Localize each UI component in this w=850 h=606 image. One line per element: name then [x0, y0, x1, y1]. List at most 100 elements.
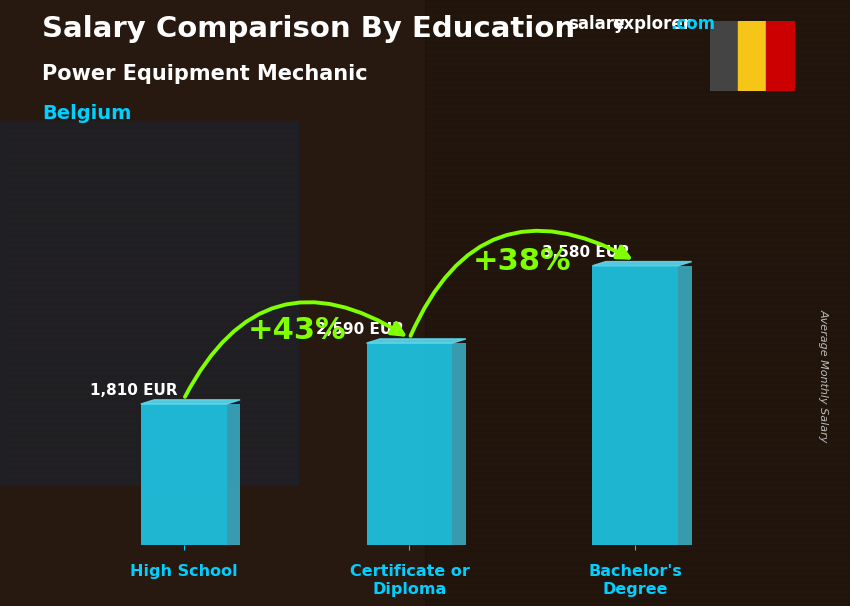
Bar [0, 309, 850, 315]
Text: +43%: +43% [247, 316, 346, 345]
Bar [0, 479, 850, 485]
Bar [0, 364, 850, 370]
Bar [0, 218, 850, 224]
Bar [0, 121, 850, 127]
Bar [0, 73, 850, 79]
Bar [0, 588, 850, 594]
Bar [0, 509, 850, 515]
Bar [452, 343, 466, 545]
Bar [0, 200, 850, 206]
Bar [0, 345, 850, 351]
Polygon shape [141, 400, 240, 404]
Bar [0, 388, 850, 394]
Bar [0, 564, 850, 570]
Bar [0, 315, 850, 321]
Bar [0, 248, 850, 255]
Bar [0, 30, 850, 36]
Bar [0, 339, 850, 345]
Bar [0, 406, 850, 412]
Bar [0, 152, 850, 158]
Bar [0, 376, 850, 382]
Bar [678, 266, 692, 545]
Bar [0, 267, 850, 273]
Bar [0, 285, 850, 291]
Bar [0, 279, 850, 285]
Bar [0, 424, 850, 430]
Text: 2,590 EUR: 2,590 EUR [316, 322, 404, 337]
Bar [0, 430, 850, 436]
Bar [0, 67, 850, 73]
Bar [0, 461, 850, 467]
Bar [0, 158, 850, 164]
Bar [0, 6, 850, 12]
Bar [0, 230, 850, 236]
Bar [0, 418, 850, 424]
Bar [0, 255, 850, 261]
Bar [0, 145, 850, 152]
Bar [0, 176, 850, 182]
Bar [0, 582, 850, 588]
Text: .com: .com [670, 15, 715, 33]
Polygon shape [592, 262, 692, 266]
Bar [0, 454, 850, 461]
Bar [0, 382, 850, 388]
Bar [0, 79, 850, 85]
Bar [0, 467, 850, 473]
Bar [0, 212, 850, 218]
Bar [425, 0, 850, 606]
Bar [0, 400, 850, 406]
Bar [0, 273, 850, 279]
Bar [0, 527, 850, 533]
Bar [0, 485, 850, 491]
Text: +38%: +38% [473, 247, 572, 276]
Bar [0, 448, 850, 454]
Bar [0, 121, 298, 485]
Bar [0, 85, 850, 91]
Bar [0, 170, 850, 176]
Bar [0, 224, 850, 230]
Bar [141, 404, 227, 545]
Text: Average Monthly Salary: Average Monthly Salary [819, 309, 829, 442]
Bar [0, 333, 850, 339]
Polygon shape [366, 339, 466, 343]
Text: explorer: explorer [612, 15, 691, 33]
Bar [0, 515, 850, 521]
Bar [0, 570, 850, 576]
Text: Belgium: Belgium [42, 104, 132, 123]
Bar [0, 109, 850, 115]
Bar [0, 242, 850, 248]
Bar [0, 545, 850, 551]
Bar [0, 261, 850, 267]
Bar [0, 358, 850, 364]
Bar [0, 497, 850, 503]
Bar [0, 24, 850, 30]
Bar [0, 0, 850, 6]
Bar [0, 18, 850, 24]
Bar [0, 12, 850, 18]
Bar [0, 370, 850, 376]
Bar [0, 206, 850, 212]
Text: 3,580 EUR: 3,580 EUR [541, 245, 630, 259]
Bar [592, 266, 678, 545]
Bar [738, 21, 767, 91]
Bar [227, 404, 240, 545]
Bar [0, 503, 850, 509]
Bar [0, 48, 850, 55]
Bar [0, 91, 850, 97]
Bar [0, 558, 850, 564]
Bar [710, 21, 738, 91]
Bar [0, 491, 850, 497]
Bar [0, 594, 850, 600]
Bar [0, 97, 850, 103]
Text: 1,810 EUR: 1,810 EUR [90, 383, 178, 398]
Bar [0, 436, 850, 442]
Bar [0, 303, 850, 309]
Bar [0, 103, 850, 109]
Bar [0, 182, 850, 188]
Bar [0, 188, 850, 194]
Bar [0, 297, 850, 303]
Bar [0, 42, 850, 48]
Bar [0, 351, 850, 358]
Bar [0, 533, 850, 539]
Bar [0, 236, 850, 242]
